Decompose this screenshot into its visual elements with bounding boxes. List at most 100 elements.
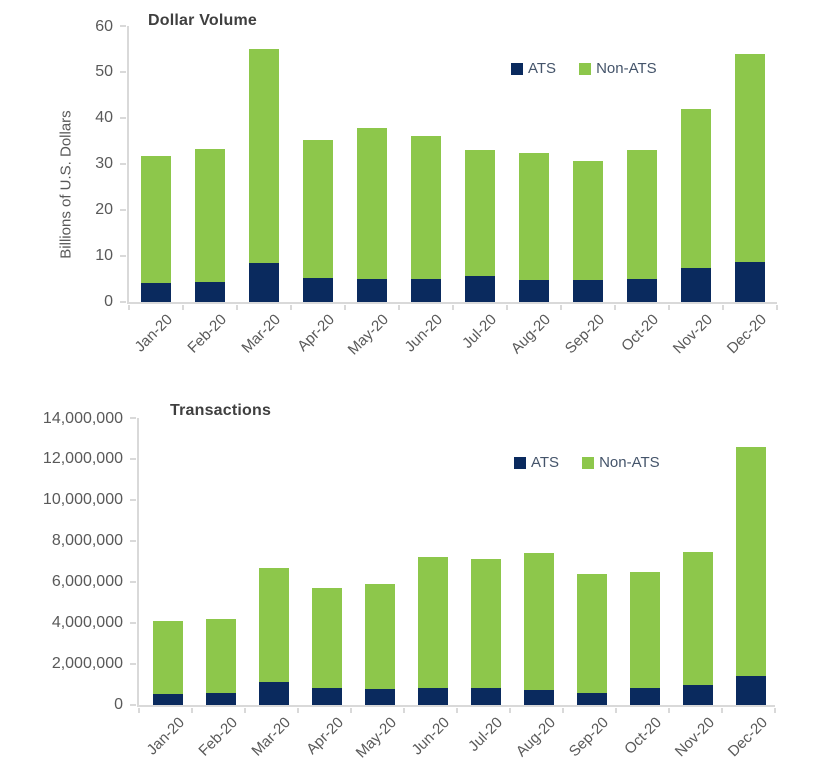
bar-segment-ats	[735, 261, 765, 302]
y-tick-mark	[120, 25, 126, 27]
bar-segment-non-ats	[465, 149, 495, 277]
bar-segment-non-ats	[411, 136, 441, 279]
x-tick-mark	[350, 707, 352, 713]
y-tick-mark	[130, 662, 136, 665]
bar-segment-ats	[303, 278, 333, 302]
y-tick-mark	[130, 457, 136, 460]
x-tick-label: Sep-20	[565, 713, 613, 760]
bar-segment-ats	[471, 688, 501, 705]
x-tick-label: Apr-20	[303, 713, 348, 758]
x-tick-mark	[244, 707, 246, 713]
x-tick-mark	[721, 707, 723, 713]
bar-segment-non-ats	[524, 553, 554, 690]
transactions-plot-area	[130, 417, 776, 713]
x-tick-mark	[403, 707, 405, 713]
bar-segment-non-ats	[471, 558, 501, 689]
bar-segment-ats	[259, 681, 289, 705]
x-tick-label: Jan-20	[143, 713, 189, 758]
x-tick-mark	[290, 304, 292, 310]
x-tick-label: Aug-20	[512, 713, 560, 760]
bar-segment-ats	[206, 693, 236, 705]
bar-segment-ats	[573, 280, 603, 302]
x-tick-mark	[668, 707, 670, 713]
x-tick-label: Feb-20	[195, 713, 242, 760]
y-tick-mark	[120, 116, 126, 119]
x-tick-label: Oct-20	[621, 713, 666, 758]
y-tick-label: 0	[114, 696, 123, 713]
x-tick-label: May-20	[344, 310, 393, 358]
bar-segment-non-ats	[195, 148, 225, 282]
y-tick-label: 10	[95, 247, 113, 265]
legend-label-non-ats: Non-ATS	[596, 60, 657, 77]
y-tick-mark	[130, 580, 136, 583]
x-tick-mark	[774, 707, 776, 713]
bar-segment-ats	[630, 688, 660, 705]
legend-item-ats: ATS	[511, 60, 556, 77]
ats-color-swatch-icon	[511, 62, 523, 75]
x-tick-mark	[191, 707, 193, 713]
non-ats-color-swatch-icon	[579, 62, 592, 75]
legend-item-non-ats: Non-ATS	[582, 454, 660, 471]
y-tick-label: 20	[95, 201, 113, 219]
bar-segment-non-ats	[735, 54, 765, 262]
x-tick-label: Nov-20	[671, 713, 719, 760]
y-tick-label: 10,000,000	[42, 491, 123, 509]
x-tick-label: Jun-20	[408, 713, 454, 758]
bar-segment-ats	[577, 692, 607, 705]
legend-item-non-ats: Non-ATS	[579, 60, 657, 77]
x-tick-label: Jul-20	[465, 713, 507, 755]
y-tick-label: 40	[95, 109, 113, 127]
bar-segment-ats	[418, 688, 448, 705]
bar-segment-ats	[736, 675, 766, 705]
x-tick-mark	[614, 304, 616, 310]
bar-segment-ats	[357, 279, 387, 302]
x-tick-label: Jun-20	[401, 310, 447, 355]
legend-label-non-ats: Non-ATS	[599, 454, 660, 471]
y-tick-label: 4,000,000	[51, 614, 123, 632]
x-tick-label: Mar-20	[238, 310, 285, 357]
bar-segment-non-ats	[249, 49, 279, 264]
bar-segment-ats	[524, 689, 554, 705]
legend-label-ats: ATS	[528, 60, 557, 77]
x-tick-mark	[344, 304, 346, 310]
y-tick-mark	[130, 703, 136, 706]
x-tick-mark	[776, 304, 778, 310]
bar-segment-non-ats	[573, 160, 603, 281]
x-tick-label: Mar-20	[248, 713, 295, 760]
x-tick-mark	[182, 304, 184, 310]
bar-segment-ats	[683, 684, 713, 705]
y-tick-mark	[130, 498, 136, 501]
x-tick-mark	[128, 304, 130, 310]
y-tick-mark	[130, 539, 136, 542]
bar-segment-non-ats	[736, 446, 766, 676]
bar-segment-ats	[465, 276, 495, 302]
bar-segment-ats	[411, 278, 441, 302]
x-tick-mark	[236, 304, 238, 310]
x-tick-label: Jan-20	[131, 310, 177, 355]
transactions-legend: ATS Non-ATS	[514, 454, 660, 471]
y-tick-label: 50	[95, 63, 113, 81]
dollar-volume-chart-title: Dollar Volume	[148, 12, 257, 29]
bar-segment-non-ats	[357, 128, 387, 280]
bar-segment-ats	[365, 688, 395, 705]
y-tick-mark	[130, 417, 136, 419]
x-tick-mark	[615, 707, 617, 713]
x-tick-mark	[668, 304, 670, 310]
x-tick-label: Jul-20	[459, 310, 501, 352]
y-tick-mark	[120, 208, 126, 211]
y-tick-label: 14,000,000	[42, 409, 123, 427]
legend-label-ats: ATS	[531, 454, 560, 471]
y-tick-mark	[120, 70, 126, 73]
bar-segment-non-ats	[418, 556, 448, 689]
x-tick-label: Sep-20	[561, 310, 609, 357]
y-tick-label: 0	[104, 293, 113, 310]
x-tick-mark	[506, 304, 508, 310]
x-tick-mark	[138, 707, 140, 713]
y-tick-label: 30	[95, 155, 113, 173]
bar-segment-ats	[195, 281, 225, 302]
y-tick-label: 6,000,000	[51, 573, 123, 591]
bar-segment-non-ats	[627, 149, 657, 279]
x-tick-label: Dec-20	[723, 310, 771, 357]
bar-segment-non-ats	[141, 155, 171, 284]
